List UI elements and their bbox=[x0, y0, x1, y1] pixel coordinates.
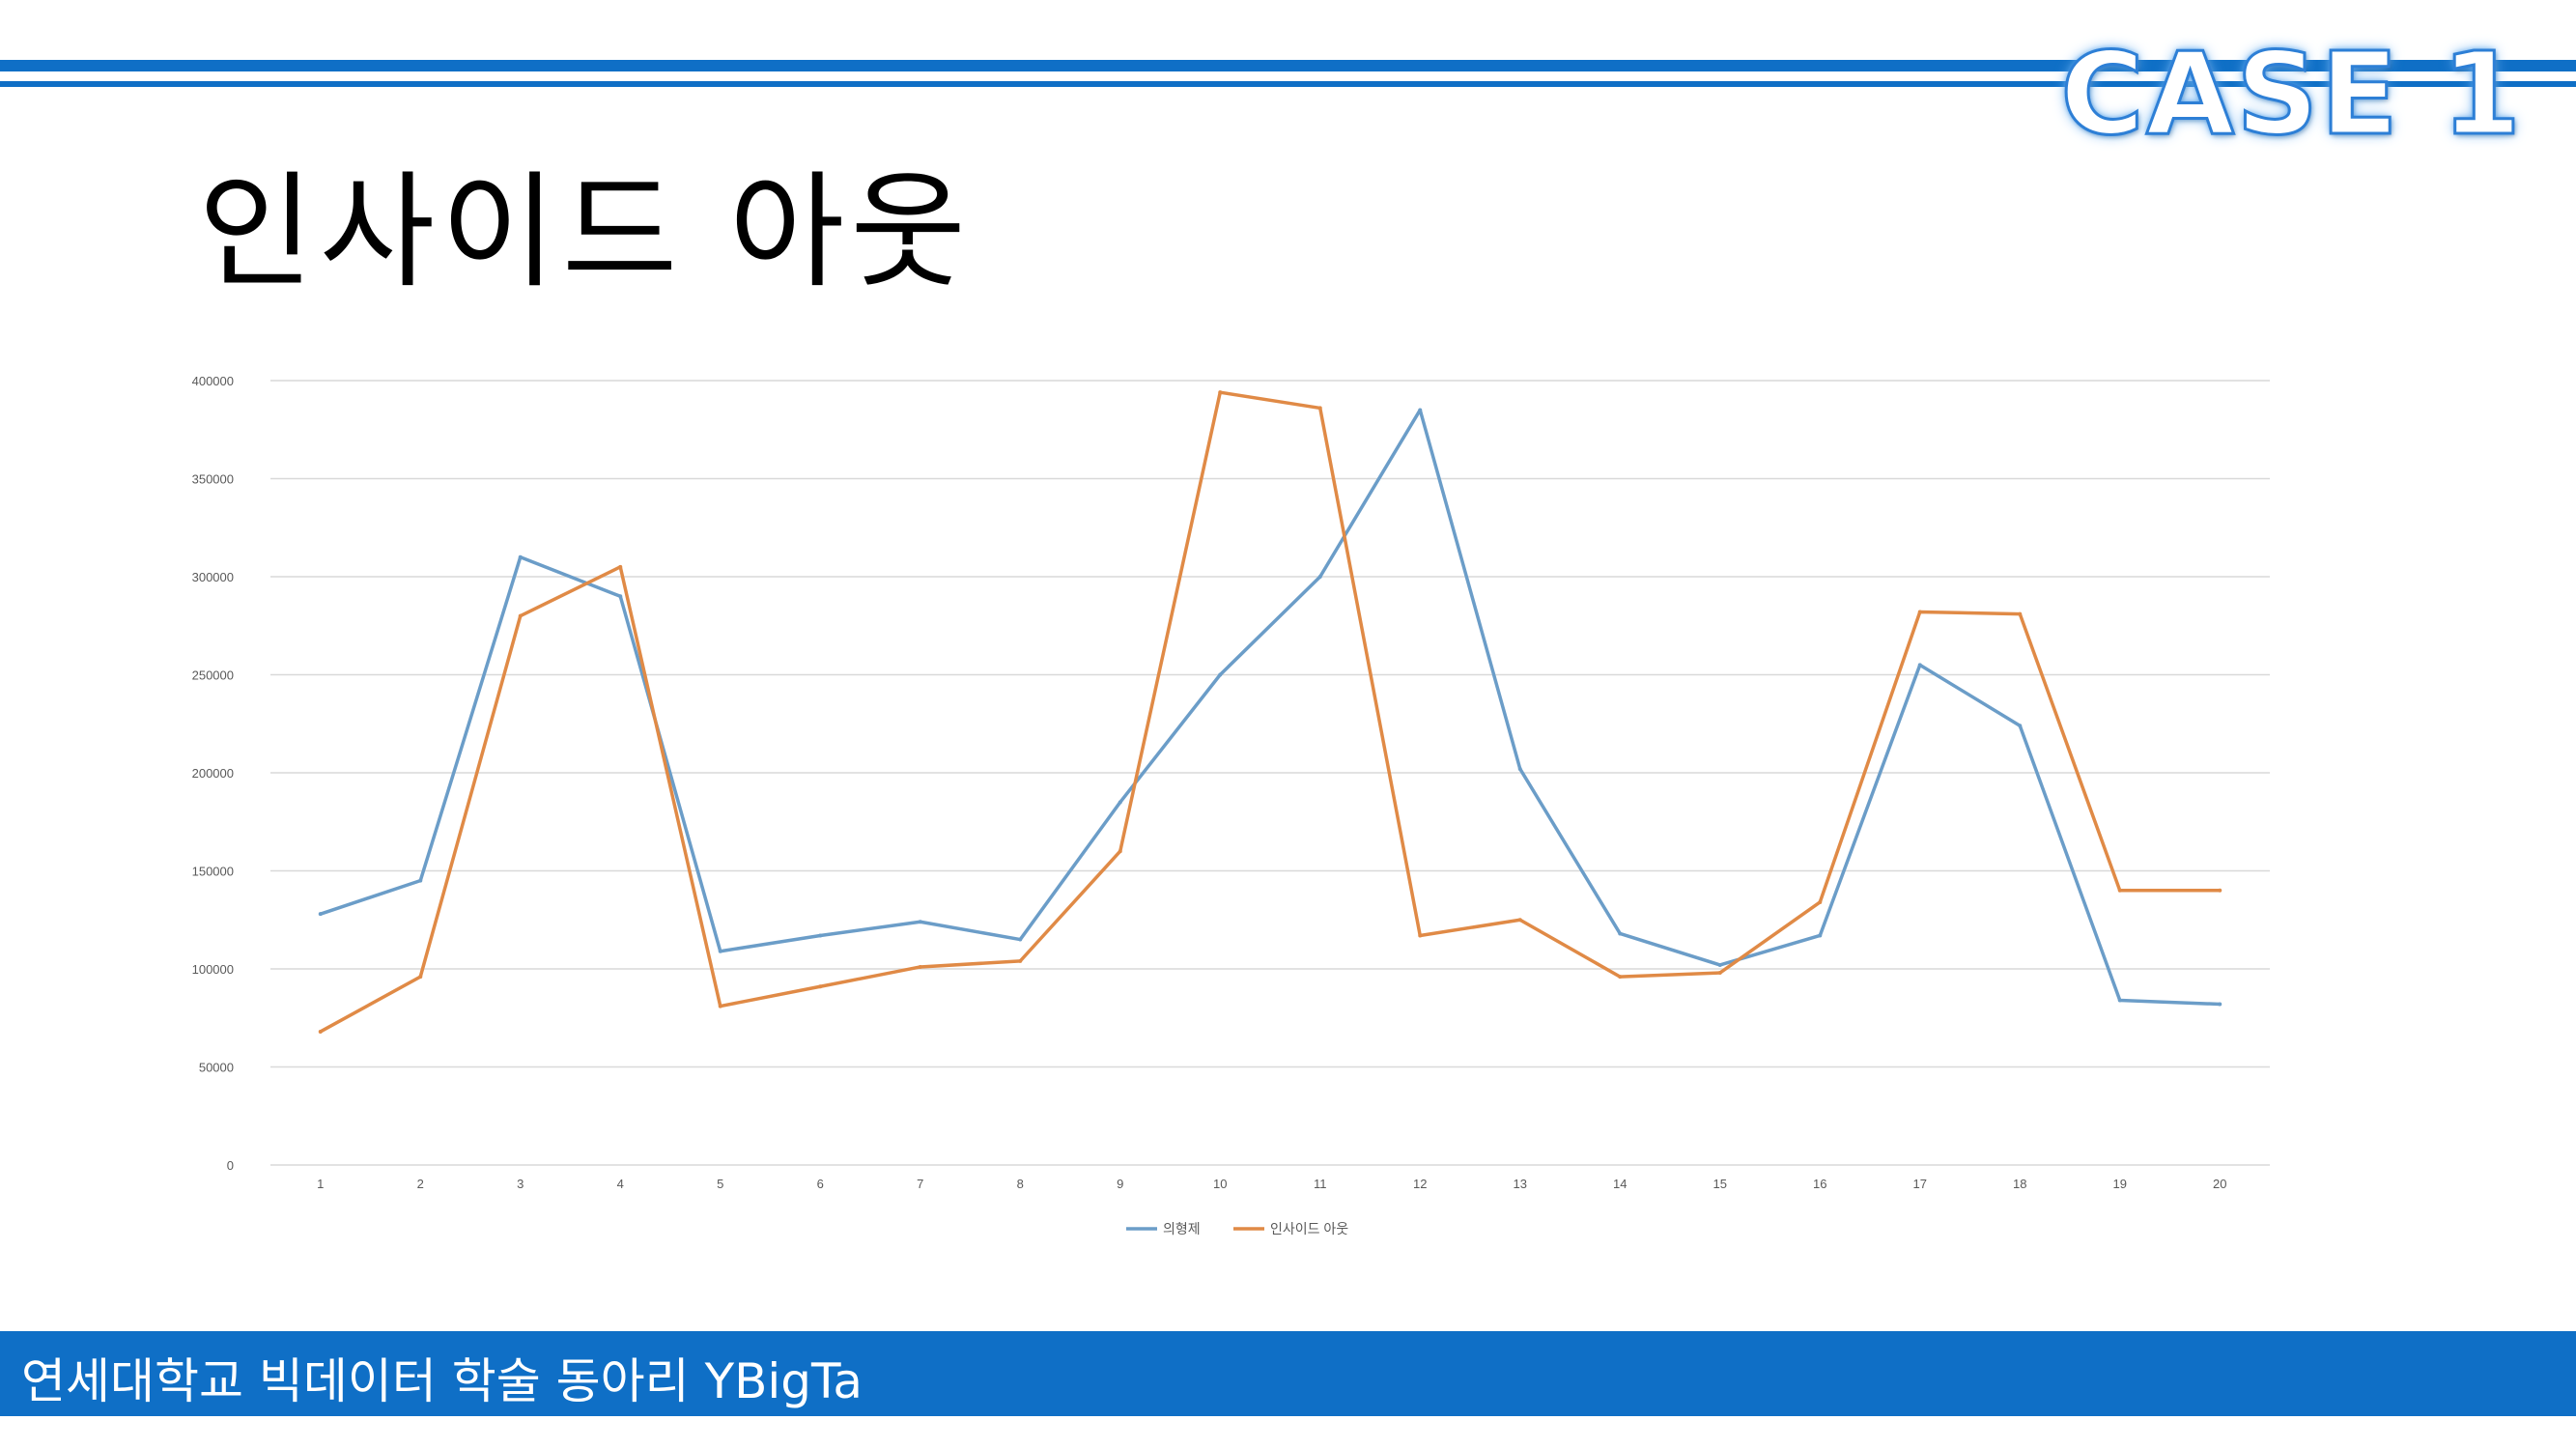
data-point bbox=[1618, 931, 1623, 936]
x-tick-label: 11 bbox=[1314, 1177, 1327, 1191]
data-point bbox=[1517, 918, 1522, 923]
x-tick-label: 20 bbox=[2213, 1177, 2226, 1191]
line-chart: 0 50000 100000 150000 200000 250000 300000 3500… bbox=[192, 374, 2270, 1236]
data-point bbox=[918, 964, 922, 969]
footer-text: 연세대학교 빅데이터 학술 동아리 YBigTa bbox=[21, 1353, 863, 1409]
data-point bbox=[618, 564, 623, 569]
data-point bbox=[2218, 1002, 2222, 1007]
x-tick-label: 17 bbox=[1913, 1177, 1927, 1191]
data-point bbox=[318, 912, 323, 917]
x-tick-label: 14 bbox=[1613, 1177, 1627, 1191]
data-point bbox=[418, 878, 423, 883]
data-point bbox=[1118, 849, 1122, 854]
data-point bbox=[2218, 888, 2222, 893]
data-point bbox=[2018, 724, 2023, 728]
x-tick-label: 19 bbox=[2113, 1177, 2127, 1191]
x-tick-label: 15 bbox=[1713, 1177, 1727, 1191]
x-tick-label: 7 bbox=[917, 1177, 923, 1191]
data-point bbox=[718, 1004, 722, 1009]
data-point bbox=[518, 613, 523, 618]
data-point bbox=[1818, 933, 1823, 938]
y-tick-label: 50000 bbox=[199, 1061, 234, 1075]
data-point bbox=[1018, 937, 1023, 942]
y-tick-label: 150000 bbox=[192, 865, 234, 879]
y-tick-label: 350000 bbox=[192, 472, 234, 487]
data-point bbox=[1418, 408, 1423, 412]
x-tick-label: 10 bbox=[1213, 1177, 1227, 1191]
x-tick-label: 12 bbox=[1413, 1177, 1427, 1191]
x-tick-label: 6 bbox=[817, 1177, 824, 1191]
x-tick-label: 16 bbox=[1813, 1177, 1826, 1191]
data-point bbox=[1418, 933, 1423, 938]
y-tick-label: 300000 bbox=[192, 570, 234, 584]
data-point bbox=[618, 594, 623, 599]
x-tick-label: 9 bbox=[1117, 1177, 1123, 1191]
data-point bbox=[1618, 975, 1623, 980]
data-point bbox=[918, 920, 922, 924]
case-label: CASE 1 bbox=[2059, 26, 2523, 162]
x-tick-label: 2 bbox=[417, 1177, 424, 1191]
data-point bbox=[1517, 766, 1522, 771]
data-point bbox=[818, 933, 823, 938]
header-stripe-thin bbox=[0, 81, 2576, 87]
legend-label-2: 인사이드 아웃 bbox=[1270, 1221, 1348, 1236]
x-tick-label: 8 bbox=[1017, 1177, 1024, 1191]
data-point bbox=[1717, 971, 1722, 976]
y-tick-label: 100000 bbox=[192, 962, 234, 977]
data-point bbox=[2117, 998, 2122, 1003]
data-point bbox=[1317, 575, 1322, 579]
series-line-2 bbox=[319, 390, 2221, 1034]
data-point bbox=[518, 554, 523, 559]
data-point bbox=[1818, 899, 1823, 904]
x-tick-label: 18 bbox=[2013, 1177, 2026, 1191]
data-point bbox=[1218, 390, 1223, 395]
x-tick-label: 13 bbox=[1514, 1177, 1527, 1191]
data-point bbox=[1717, 962, 1722, 967]
header-stripe bbox=[0, 60, 2576, 71]
y-tick-label: 200000 bbox=[192, 766, 234, 781]
data-point bbox=[1917, 610, 1922, 614]
data-point bbox=[1018, 958, 1023, 963]
data-point bbox=[2018, 611, 2023, 616]
x-tick-label: 5 bbox=[717, 1177, 723, 1191]
data-point bbox=[1118, 800, 1122, 805]
data-point bbox=[1218, 672, 1223, 677]
data-point bbox=[2117, 888, 2122, 893]
data-point bbox=[1317, 406, 1322, 411]
y-tick-label: 250000 bbox=[192, 668, 234, 683]
page-title: 인사이드 아웃 bbox=[198, 158, 972, 305]
legend-label-1: 의형제 bbox=[1163, 1221, 1201, 1236]
series-line-1 bbox=[320, 408, 2221, 1007]
data-point bbox=[318, 1029, 323, 1034]
footer-bar: 연세대학교 빅데이터 학술 동아리 YBigTa bbox=[0, 1331, 2576, 1416]
y-tick-label: 400000 bbox=[192, 374, 234, 388]
x-tick-label: 1 bbox=[317, 1177, 324, 1191]
y-tick-label: 0 bbox=[227, 1158, 234, 1173]
x-tick-label: 4 bbox=[617, 1177, 624, 1191]
data-point bbox=[1917, 663, 1922, 668]
x-tick-label: 3 bbox=[517, 1177, 524, 1191]
data-point bbox=[818, 984, 823, 989]
data-point bbox=[418, 975, 423, 980]
data-point bbox=[718, 949, 722, 953]
